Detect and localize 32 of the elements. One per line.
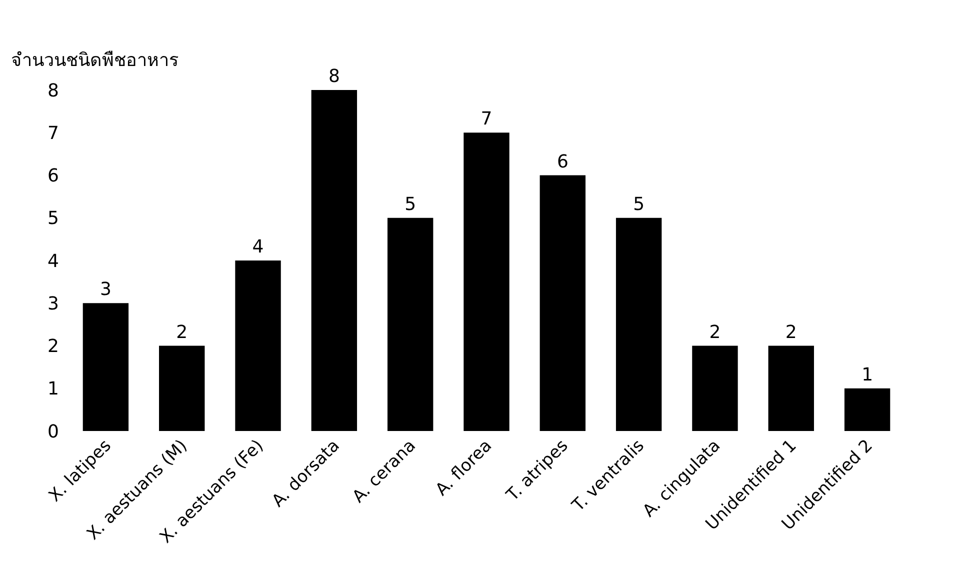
data-label: 4: [252, 236, 264, 258]
bar: [159, 346, 205, 431]
bar: [82, 303, 129, 431]
bar: [387, 218, 434, 431]
bar: [844, 388, 890, 431]
y-tick-label: 8: [48, 80, 59, 102]
data-label: 8: [328, 66, 340, 87]
y-tick-label: 4: [48, 250, 59, 272]
bar: [464, 132, 510, 431]
data-label: 5: [404, 194, 416, 215]
bar: [235, 260, 281, 431]
data-label: 5: [633, 194, 645, 215]
y-axis-title: จำนวนชนิดพืชอาหาร: [11, 50, 179, 71]
data-label: 1: [862, 364, 874, 386]
data-label: 2: [709, 322, 721, 343]
bar: [616, 218, 662, 431]
data-label: 3: [100, 279, 112, 300]
bar: [692, 346, 738, 431]
y-tick-label: 6: [48, 166, 59, 187]
bar: [768, 346, 814, 431]
bar: [311, 90, 358, 431]
data-label: 6: [556, 151, 568, 172]
y-tick-label: 5: [48, 208, 59, 230]
data-label: 2: [176, 322, 188, 343]
y-tick-label: 0: [48, 421, 59, 442]
bar: [540, 175, 586, 431]
y-tick-label: 2: [48, 336, 59, 358]
data-label: 2: [785, 322, 797, 343]
y-tick-label: 3: [48, 293, 59, 314]
y-tick-label: 1: [48, 378, 59, 400]
y-tick-label: 7: [48, 122, 59, 144]
data-label: 7: [480, 108, 492, 130]
